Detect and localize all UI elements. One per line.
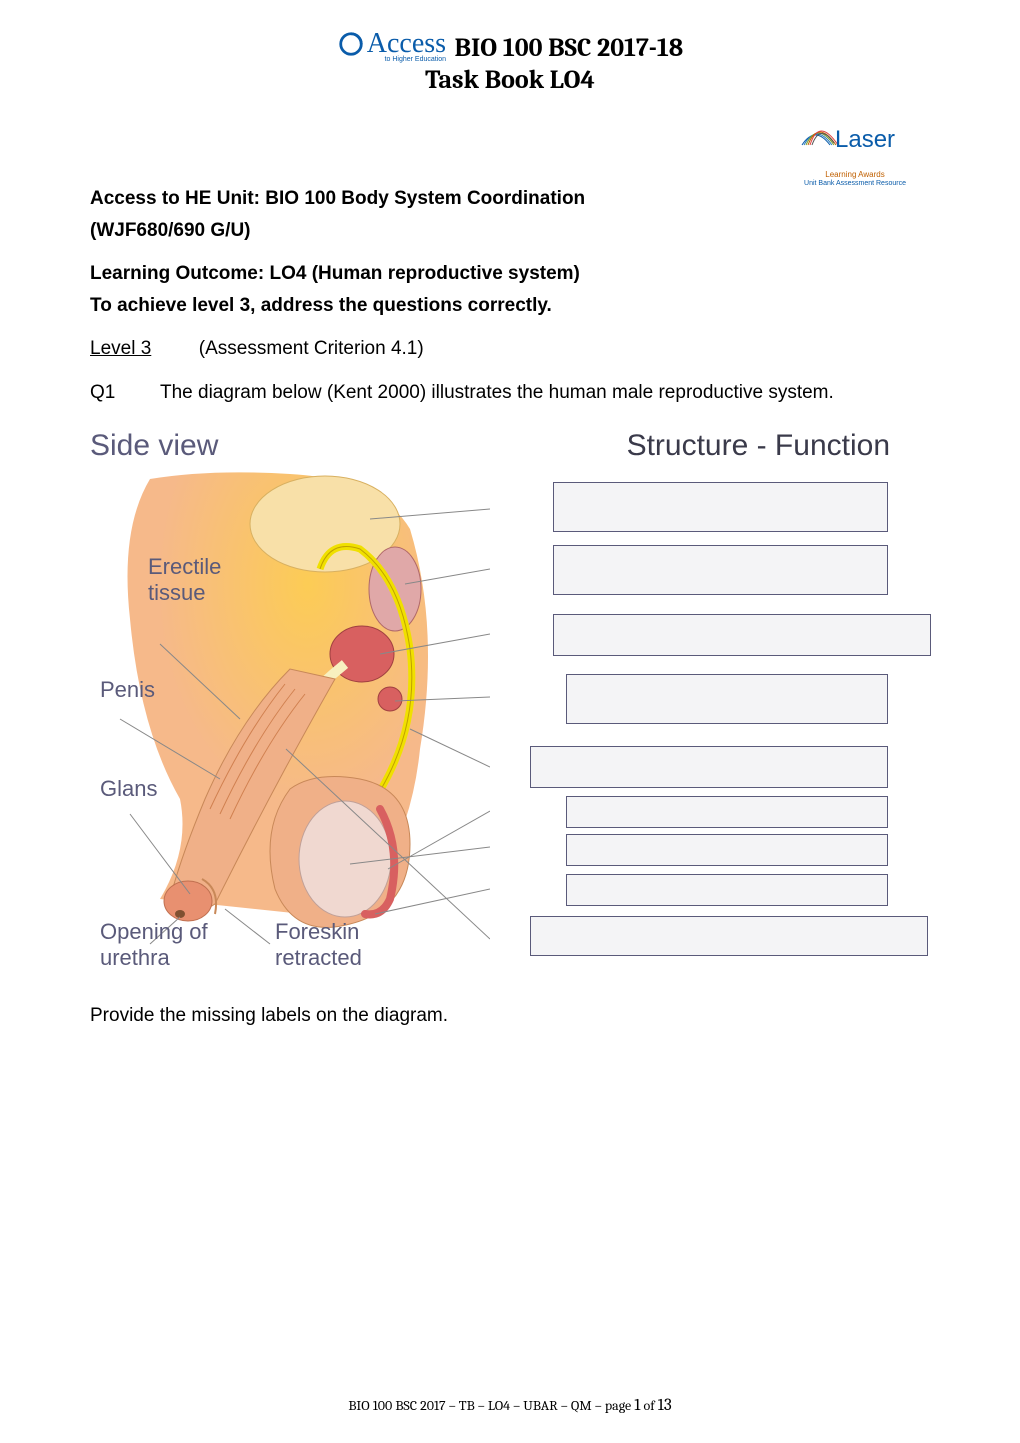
svg-text:Laser: Laser <box>835 126 895 153</box>
page-footer: BIO 100 BSC 2017 – TB – LO4 – UBAR – QM … <box>0 1396 1020 1415</box>
laser-logo: Laser Learning Awards Unit Bank Assessme… <box>800 115 910 187</box>
question-row: Q1 The diagram below (Kent 2000) illustr… <box>90 379 930 407</box>
answer-box-4[interactable] <box>566 674 888 724</box>
document-content: Access to HE Unit: BIO 100 Body System C… <box>90 185 930 1030</box>
header-title: BIO 100 BSC 2017-18 <box>455 33 684 63</box>
footer-page-total: 13 <box>658 1396 672 1415</box>
criterion: (Assessment Criterion 4.1) <box>199 338 424 359</box>
unit-line: Access to HE Unit: BIO 100 Body System C… <box>90 185 930 213</box>
access-logo-text: Access <box>367 28 446 59</box>
diagram-title-right: Structure - Function <box>627 424 890 468</box>
label-opening: Opening of urethra <box>100 919 208 970</box>
level-row: Level 3 (Assessment Criterion 4.1) <box>90 335 930 363</box>
label-erectile: Erectile tissue <box>148 554 221 605</box>
laser-icon: Laser <box>800 115 910 163</box>
laser-sub2: Unit Bank Assessment Resource <box>800 180 910 187</box>
answer-box-3[interactable] <box>553 614 931 656</box>
question-text: The diagram below (Kent 2000) illustrate… <box>160 379 930 407</box>
label-foreskin: Foreskin retracted <box>275 919 362 970</box>
label-glans: Glans <box>100 776 157 801</box>
question-number: Q1 <box>90 379 160 407</box>
swirl-icon <box>337 30 365 58</box>
answer-box-5[interactable] <box>530 746 888 788</box>
header-subtitle: Task Book LO4 <box>90 65 930 95</box>
footer-prefix: BIO 100 BSC 2017 – TB – LO4 – UBAR – QM … <box>348 1397 634 1414</box>
level-label: Level 3 <box>90 338 151 359</box>
answer-box-9[interactable] <box>530 916 928 956</box>
anatomy-svg <box>90 469 490 949</box>
access-logo: Access to Higher Education <box>337 30 446 63</box>
laser-sub1: Learning Awards <box>800 170 910 179</box>
answer-box-1[interactable] <box>553 482 888 532</box>
answer-box-8[interactable] <box>566 874 888 906</box>
answer-box-6[interactable] <box>566 796 888 828</box>
answer-box-7[interactable] <box>566 834 888 866</box>
lo-line: Learning Outcome: LO4 (Human reproductiv… <box>90 260 930 288</box>
achieve-line: To achieve level 3, address the question… <box>90 292 930 320</box>
answer-box-2[interactable] <box>553 545 888 595</box>
footer-of: of <box>640 1397 657 1414</box>
label-penis: Penis <box>100 677 155 702</box>
instruction-text: Provide the missing labels on the diagra… <box>90 1002 930 1030</box>
diagram-title-left: Side view <box>90 424 218 468</box>
page-header: Access to Higher Education BIO 100 BSC 2… <box>90 30 930 95</box>
diagram-area: Side view Structure - Function <box>90 424 930 984</box>
code-line: (WJF680/690 G/U) <box>90 217 930 245</box>
